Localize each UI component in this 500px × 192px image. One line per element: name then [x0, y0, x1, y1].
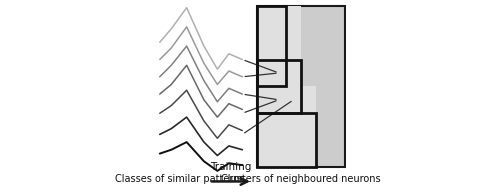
Bar — [256, 6, 345, 167]
Bar — [256, 86, 316, 167]
Bar — [256, 60, 301, 113]
Text: Classes of similar patterns: Classes of similar patterns — [115, 174, 244, 184]
Text: Clusters of neighboured neurons: Clusters of neighboured neurons — [221, 174, 380, 184]
Bar — [256, 113, 316, 167]
Bar — [256, 6, 286, 86]
Text: Training: Training — [210, 162, 252, 172]
Bar — [256, 6, 301, 86]
